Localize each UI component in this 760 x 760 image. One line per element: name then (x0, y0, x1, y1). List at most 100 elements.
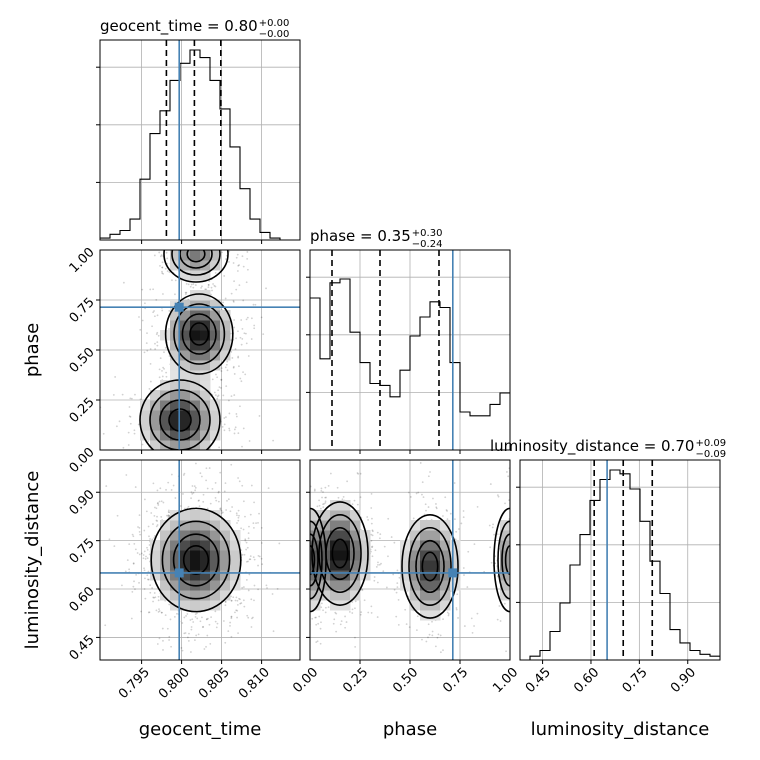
sample-point (233, 326, 236, 329)
density-cell (170, 380, 181, 391)
sample-point (318, 615, 321, 618)
sample-point (225, 509, 228, 511)
sample-point (206, 236, 208, 238)
sample-point (356, 503, 359, 506)
sample-point (237, 432, 240, 435)
sample-point (185, 283, 188, 285)
sample-point (513, 545, 515, 547)
sample-point (157, 334, 160, 337)
density-cell (210, 590, 221, 601)
sample-point (129, 422, 132, 425)
sample-point (527, 578, 529, 580)
density-cell (350, 590, 361, 601)
sample-point (230, 351, 233, 353)
sample-point (297, 512, 299, 514)
sample-point (225, 363, 228, 366)
sample-point (161, 375, 164, 378)
sample-point (155, 519, 158, 522)
sample-point (363, 599, 366, 602)
sample-point (398, 576, 401, 579)
sample-point (173, 245, 175, 247)
x-tick-label-luminosity_distance: 0.45 (523, 665, 554, 696)
sample-point (210, 616, 212, 619)
sample-point (230, 635, 233, 638)
sample-point (341, 498, 344, 501)
sample-point (217, 394, 220, 397)
sample-point (160, 516, 163, 518)
sample-point (371, 529, 374, 532)
sample-point (305, 535, 307, 537)
sample-point (191, 470, 193, 472)
sample-point (114, 376, 117, 378)
sample-point (188, 245, 190, 247)
density-cell (210, 430, 221, 441)
density-geocent_time-phase (100, 223, 300, 472)
y-tick-label-phase: 0.75 (67, 295, 98, 326)
sample-point (313, 489, 316, 492)
sample-point (518, 618, 520, 620)
density-cell (180, 590, 191, 601)
sample-point (295, 578, 297, 580)
density-cell (420, 590, 431, 601)
sample-point (152, 596, 155, 599)
sample-point (255, 522, 257, 524)
sample-point (180, 647, 183, 649)
sample-point (237, 330, 239, 333)
sample-point (427, 475, 430, 478)
density-cell (150, 570, 161, 581)
density-cell (190, 300, 201, 311)
sample-point (371, 534, 374, 537)
sample-point (181, 649, 184, 652)
sample-point (262, 333, 265, 336)
sample-point (295, 487, 297, 489)
sample-point (250, 626, 253, 628)
sample-point (138, 530, 141, 533)
density-cell (200, 410, 211, 421)
sample-point (243, 223, 245, 225)
sample-point (201, 616, 203, 619)
sample-point (156, 515, 158, 518)
sample-point (240, 602, 243, 604)
sample-point (163, 455, 165, 457)
sample-point (250, 598, 253, 601)
density-cell (160, 430, 171, 441)
sample-point (408, 626, 411, 629)
density-cell (150, 540, 161, 551)
density-cell (440, 540, 451, 551)
sample-point (242, 528, 245, 531)
sample-point (239, 377, 242, 380)
x-tick-label-phase: 0.50 (390, 665, 421, 696)
sample-point (213, 391, 216, 394)
sample-point (286, 570, 288, 572)
sample-point (512, 552, 514, 554)
sample-point (170, 243, 172, 245)
sample-point (248, 440, 251, 442)
sample-point (320, 489, 323, 492)
sample-point (216, 395, 219, 398)
sample-point (296, 559, 298, 561)
density-cell (220, 350, 231, 361)
sample-point (282, 516, 284, 518)
panel-grid (96, 40, 300, 244)
density-cell (210, 560, 221, 571)
sample-point (282, 583, 284, 585)
sample-point (193, 452, 195, 454)
sample-point (303, 558, 305, 560)
sample-point (192, 286, 195, 289)
sample-point (157, 504, 160, 506)
sample-point (302, 574, 304, 576)
sample-point (236, 616, 238, 619)
sample-point (524, 538, 526, 540)
sample-point (230, 615, 233, 618)
sample-point (230, 332, 232, 335)
sample-point (233, 319, 236, 321)
sample-point (236, 599, 239, 602)
sample-point (515, 533, 517, 535)
sample-point (491, 526, 494, 529)
sample-point (146, 548, 149, 551)
sample-point (201, 236, 203, 238)
sample-point (139, 328, 142, 331)
sample-point (186, 613, 189, 615)
sample-point (181, 456, 183, 458)
sample-point (227, 399, 230, 402)
